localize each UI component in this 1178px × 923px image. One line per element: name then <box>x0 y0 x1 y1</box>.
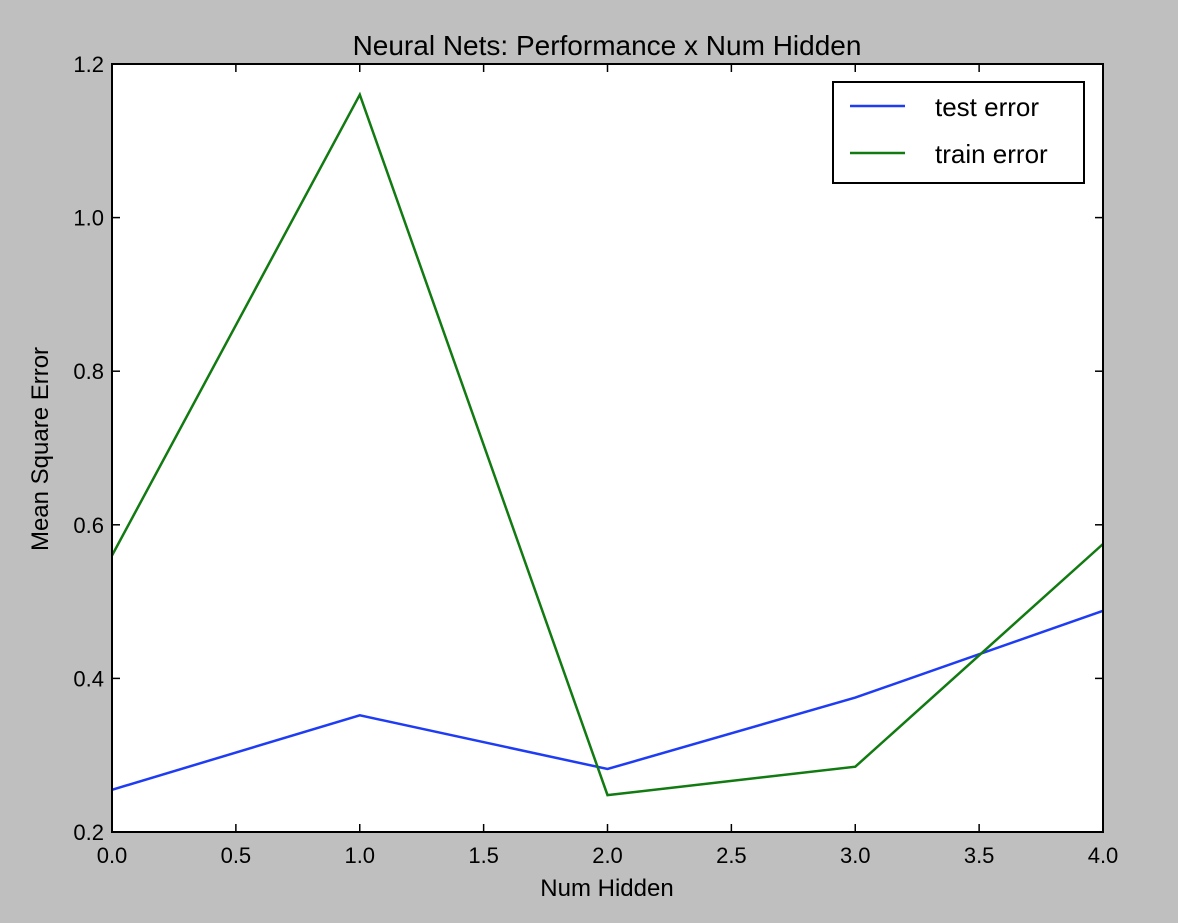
y-tick-label: 0.8 <box>73 359 104 384</box>
chart-title: Neural Nets: Performance x Num Hidden <box>353 30 862 61</box>
x-tick-label: 4.0 <box>1088 843 1119 868</box>
series-line-test-error <box>111 609 1104 791</box>
y-tick-label: 0.4 <box>73 666 104 691</box>
y-tick-label: 1.0 <box>73 206 104 231</box>
y-axis-label: Mean Square Error <box>27 347 54 551</box>
x-tick-label: 1.0 <box>344 843 375 868</box>
series-line-train-error <box>110 91 1104 797</box>
x-tick-label: 2.5 <box>716 843 747 868</box>
legend-label-test-error: test error <box>935 92 1039 122</box>
plot-area <box>112 64 1103 832</box>
y-tick-label: 0.2 <box>73 820 104 845</box>
x-tick-label: 2.0 <box>592 843 623 868</box>
x-axis-label: Num Hidden <box>540 875 673 902</box>
legend-box <box>832 81 1085 184</box>
y-tick-label: 0.6 <box>73 513 104 538</box>
x-tick-label: 1.5 <box>468 843 499 868</box>
y-tick-label: 1.2 <box>73 52 104 77</box>
x-tick-label: 3.5 <box>964 843 995 868</box>
tick-layer: 0.0 0.5 1.0 1.5 2.0 2.5 3.0 3.5 4.0 0.2 0.4 0.6 0.8 1… <box>73 52 1118 868</box>
x-tick-label: 3.0 <box>840 843 871 868</box>
legend: test error train error <box>832 81 1085 184</box>
x-tick-label: 0.0 <box>97 843 128 868</box>
x-tick-label: 0.5 <box>221 843 252 868</box>
legend-label-train-error: train error <box>935 139 1048 169</box>
plot-frame <box>111 63 1104 833</box>
series-layer <box>110 91 1104 797</box>
